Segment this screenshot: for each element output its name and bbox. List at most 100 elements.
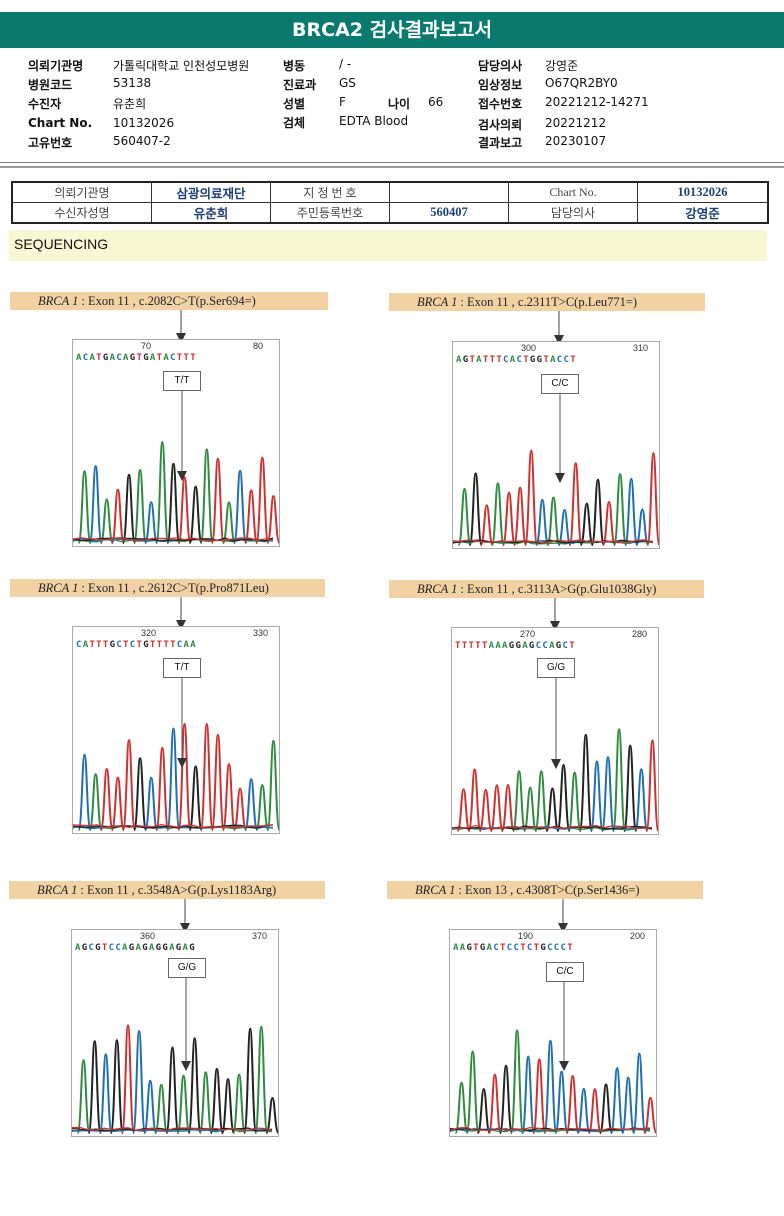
trace-peak bbox=[632, 1052, 647, 1134]
trace-peak bbox=[479, 504, 494, 546]
info-label: 성별 bbox=[283, 97, 306, 111]
info-value: 560407-2 bbox=[113, 134, 171, 148]
base-call: G bbox=[81, 943, 89, 953]
trace-plot bbox=[453, 394, 659, 546]
base-call: C bbox=[82, 353, 90, 363]
trace-peak bbox=[600, 756, 616, 832]
trace-baseline bbox=[450, 1126, 651, 1132]
trace-peak bbox=[643, 1096, 656, 1134]
base-call: C bbox=[88, 943, 96, 953]
base-call: T bbox=[136, 640, 144, 650]
info-value: / - bbox=[339, 57, 352, 71]
trace-peak bbox=[554, 1070, 569, 1134]
base-call: C bbox=[562, 641, 570, 651]
trace-peak bbox=[188, 485, 203, 544]
base-call: A bbox=[476, 355, 483, 365]
trace-peak bbox=[255, 456, 270, 544]
trace-peak bbox=[120, 1024, 136, 1134]
trace-baseline bbox=[72, 1126, 273, 1132]
info-label: 임상정보 bbox=[478, 78, 523, 92]
trace-peak bbox=[133, 757, 148, 831]
base-call: C bbox=[526, 943, 534, 953]
cell-value: 유춘희 bbox=[151, 202, 271, 224]
trace-peak bbox=[265, 1096, 278, 1134]
trace-peak bbox=[221, 763, 237, 831]
trace-peak bbox=[109, 1039, 124, 1134]
base-call: C bbox=[535, 641, 543, 651]
base-call: A bbox=[182, 943, 190, 953]
base-call: A bbox=[502, 641, 509, 651]
base-call: C bbox=[553, 943, 561, 953]
base-call: T bbox=[569, 641, 576, 651]
base-call: T bbox=[461, 641, 469, 651]
info-label: 고유번호 bbox=[28, 136, 73, 150]
base-call: T bbox=[156, 353, 164, 363]
position-label: 370 bbox=[252, 931, 268, 941]
variant-text: : Exon 11 , c.3548A>G(p.Lys1183Arg) bbox=[80, 883, 277, 897]
pointer-arrow-icon bbox=[176, 310, 186, 343]
trace-peak bbox=[244, 778, 259, 831]
base-call: T bbox=[567, 943, 574, 953]
trace-peak bbox=[198, 1071, 213, 1134]
trace-peak bbox=[144, 501, 159, 544]
trace-peak bbox=[612, 728, 627, 832]
info-label: 검사의뢰 bbox=[478, 118, 523, 132]
trace-peak bbox=[110, 488, 125, 544]
info-value: 유춘희 bbox=[113, 97, 147, 111]
base-call: A bbox=[550, 355, 557, 365]
cell-value: 10132026 bbox=[637, 181, 769, 203]
report-title: BRCA2 검사결과보고서 bbox=[0, 12, 784, 48]
base-call: C bbox=[506, 943, 514, 953]
pointer-arrow-icon bbox=[559, 1061, 569, 1071]
position-label: 330 bbox=[253, 628, 269, 638]
trace-peak bbox=[154, 1083, 169, 1134]
base-call: G bbox=[462, 355, 470, 365]
trace-peak bbox=[598, 1083, 614, 1134]
trace-peak bbox=[177, 476, 192, 544]
base-call: G bbox=[175, 943, 183, 953]
chromatogram: 360 370 AGCGTCCAGAGAGGAGAG G/G bbox=[71, 929, 279, 1137]
base-call: T bbox=[533, 943, 541, 953]
info-label: 접수번호 bbox=[478, 97, 523, 111]
base-call: A bbox=[149, 353, 157, 363]
trace-baseline bbox=[73, 537, 274, 542]
trace-peak bbox=[624, 477, 639, 546]
cell-label: 주민등록번호 bbox=[270, 202, 390, 224]
cell-value: 삼광의료재단 bbox=[151, 181, 271, 203]
base-call: C bbox=[542, 641, 550, 651]
position-label: 80 bbox=[253, 341, 264, 351]
base-call: A bbox=[109, 353, 117, 363]
base-call: G bbox=[143, 640, 150, 650]
cell-label: 의뢰기관명 bbox=[11, 181, 152, 203]
base-sequence: AAGTGACTCCTCTGCCCT bbox=[453, 943, 574, 953]
trace-peak bbox=[456, 788, 471, 832]
base-call: T bbox=[149, 640, 157, 650]
base-call: T bbox=[500, 943, 507, 953]
header-table: 의뢰기관명 삼광의료재단 지 정 번 호 Chart No. 10132026 … bbox=[11, 181, 769, 224]
base-call: T bbox=[489, 355, 497, 365]
position-label: 280 bbox=[632, 629, 648, 639]
base-call: A bbox=[495, 641, 503, 651]
chromatogram: 320 330 CATTTGCTCTGTTTTCAA T/T bbox=[72, 626, 280, 834]
trace-peak bbox=[610, 1067, 625, 1134]
base-call: A bbox=[486, 943, 494, 953]
trace-baseline bbox=[73, 823, 274, 829]
base-call: T bbox=[183, 353, 191, 363]
base-call: A bbox=[75, 943, 82, 953]
base-call: T bbox=[475, 641, 482, 651]
trace-peak bbox=[255, 783, 270, 831]
position-label: 70 bbox=[141, 341, 152, 351]
trace-peak bbox=[590, 478, 605, 546]
cell-value: 560407 bbox=[389, 202, 509, 224]
base-call: G bbox=[162, 943, 170, 953]
base-call: T bbox=[455, 641, 462, 651]
chromatogram: 70 80 ACATGACAGTGATACTTT T/T bbox=[72, 339, 280, 547]
base-call: T bbox=[520, 943, 527, 953]
trace-peak bbox=[243, 1027, 258, 1134]
base-call: C bbox=[116, 353, 124, 363]
divider bbox=[0, 162, 784, 163]
base-call: T bbox=[102, 640, 110, 650]
base-call: A bbox=[169, 943, 176, 953]
info-value: 20221212 bbox=[545, 116, 607, 130]
base-call: G bbox=[508, 641, 516, 651]
